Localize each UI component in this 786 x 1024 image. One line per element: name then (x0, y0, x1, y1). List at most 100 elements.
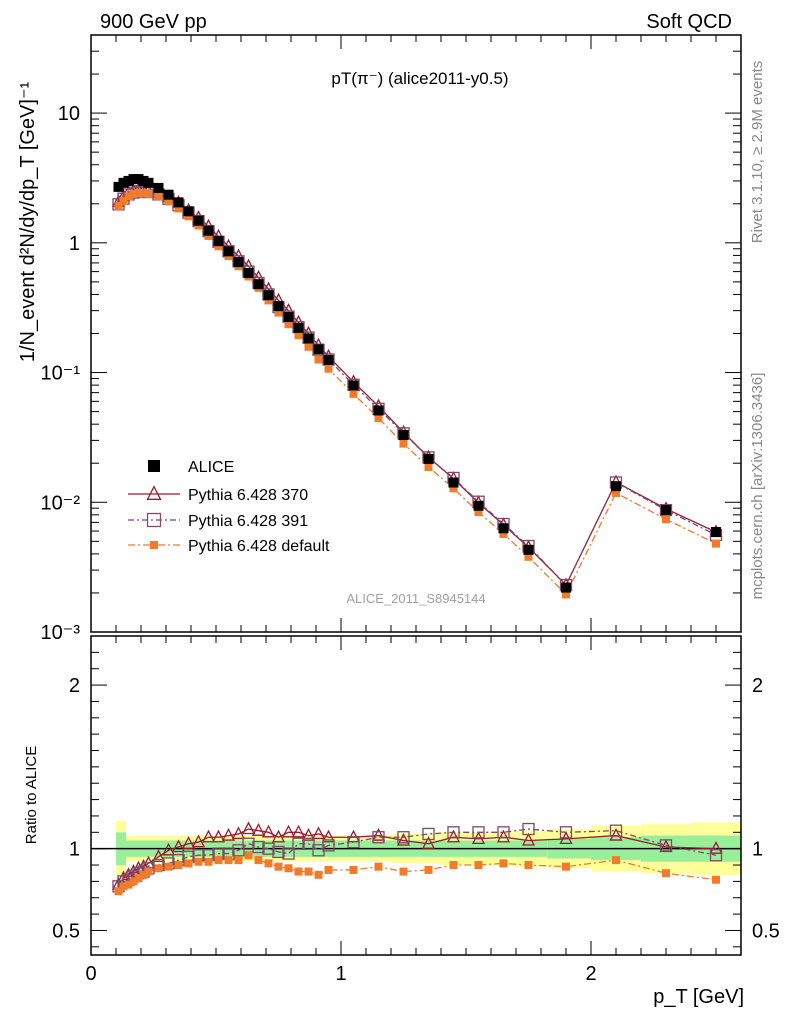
ratio-point (234, 856, 243, 865)
ratio-y-ticks: 0.5 0.5 1 1 2 2 (52, 651, 780, 948)
ratio-point (191, 834, 206, 848)
data-point (348, 380, 359, 391)
ratio-point (709, 841, 723, 854)
data-point (154, 192, 163, 201)
data-point (499, 529, 508, 538)
data-point (474, 508, 483, 517)
ratio-point (499, 859, 508, 868)
ratio-line (118, 828, 717, 887)
data-point (473, 500, 484, 511)
data-point (612, 488, 620, 497)
plot-layer: 0 1 2 10⁻³ 10⁻² 10⁻¹ 1 10 0.5 0.5 1 1 2 2 ALICE Pythia … (41, 34, 780, 985)
ratio-point (311, 826, 326, 840)
ratio-point (662, 869, 670, 878)
ratio-tick-label: 0.5 (52, 920, 80, 942)
data-point (184, 212, 193, 221)
ratio-point (154, 864, 163, 873)
ratio-point (181, 836, 196, 849)
data-point (399, 439, 408, 448)
ratio-point (244, 851, 253, 860)
ratio-point (254, 856, 263, 865)
data-point (303, 333, 314, 344)
data-point (283, 312, 294, 323)
ratio-point (321, 829, 336, 843)
ratio-point (171, 839, 186, 853)
data-point (712, 539, 720, 548)
ratio-point (119, 882, 128, 891)
data-point (274, 308, 283, 317)
ratio-point (232, 844, 245, 857)
data-point (223, 246, 234, 257)
ratio-point (139, 870, 148, 879)
ratio-point (314, 870, 323, 879)
data-point (711, 527, 721, 538)
ratio-tick-label: 2 (69, 675, 80, 697)
plot-title: pT(π⁻) (alice2011-y0.5) (331, 69, 508, 88)
ratio-point (559, 826, 573, 839)
ratio-point (399, 867, 408, 876)
x-tick-label: 1 (335, 963, 346, 985)
ratio-point (349, 865, 358, 874)
ratio-point (204, 857, 213, 866)
series-alice (113, 174, 721, 593)
data-point (523, 544, 534, 555)
ratio-point (272, 845, 285, 859)
legend-marker (148, 460, 160, 472)
ratio-point (242, 837, 255, 850)
ratio-point (144, 867, 153, 876)
data-point (134, 189, 143, 198)
legend-marker (150, 541, 158, 549)
data-point (253, 279, 264, 290)
y-tick-label: 10⁻² (41, 492, 81, 514)
ratio-point (522, 822, 535, 836)
data-point (424, 463, 433, 472)
ratio-point (164, 862, 173, 871)
ratio-plot-frame (90, 635, 742, 956)
ratio-point (271, 829, 286, 843)
data-point (153, 182, 164, 193)
ratio-point (224, 856, 233, 865)
ratio-point (709, 849, 723, 862)
ratio-point (612, 856, 620, 865)
legend: ALICE Pythia 6.428 370 Pythia 6.428 391 Pyt… (128, 459, 330, 555)
ratio-point (374, 862, 383, 871)
data-point (173, 197, 184, 208)
ratio-point (472, 826, 485, 839)
data-point (313, 344, 324, 355)
ratio-point (372, 831, 385, 844)
ratio-y-axis-label: Ratio to ALICE (23, 746, 40, 844)
data-point (524, 552, 533, 561)
data-point (314, 355, 323, 364)
ratio-point (347, 835, 360, 849)
ratio-point (447, 826, 460, 839)
data-point (139, 189, 148, 198)
ratio-point (324, 865, 333, 874)
data-point (183, 206, 194, 217)
data-point (243, 268, 254, 279)
ratio-point (251, 823, 266, 836)
data-point (562, 590, 570, 599)
data-point (662, 515, 670, 524)
y-axis-label: 1/N_event d²N/dy/dp_T [GeV]⁻¹ (17, 82, 39, 363)
ratio-point (281, 824, 296, 838)
data-point (263, 290, 274, 301)
data-point (284, 320, 293, 329)
ratio-point (114, 887, 123, 896)
data-point (324, 364, 333, 373)
data-point (312, 343, 325, 356)
x-tick-label: 2 (585, 963, 596, 985)
ratio-point (397, 831, 410, 844)
y-tick-label: 10⁻¹ (41, 363, 81, 385)
legend-label: ALICE (188, 459, 234, 476)
legend-marker (146, 512, 162, 528)
ratio-point (284, 864, 293, 873)
ratio-point (124, 880, 133, 889)
ratio-point (497, 826, 510, 839)
data-point (304, 342, 313, 351)
ratio-tick-label-right: 1 (752, 839, 763, 861)
ratio-point (421, 836, 436, 849)
ratio-point (396, 832, 411, 846)
data-point (349, 389, 358, 398)
data-point (164, 197, 173, 206)
